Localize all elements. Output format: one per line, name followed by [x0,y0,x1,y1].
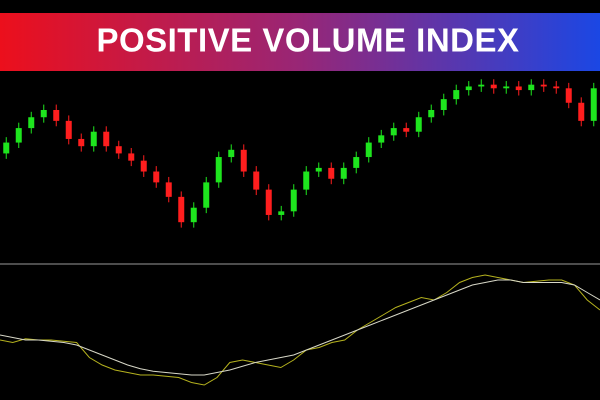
candle-body [103,131,110,147]
indicator-line [0,279,600,376]
candle-body [215,157,222,183]
candle-body [515,86,522,91]
candle-body [553,86,560,89]
candle-body [303,171,310,190]
candle-body [53,110,60,121]
indicator-line [0,274,600,386]
candle-body [428,110,435,118]
candle-body [78,138,85,147]
candle-body [390,128,397,136]
price-panel [3,79,597,228]
candle-body [65,120,72,139]
candle-body [178,196,185,223]
candle-body [403,128,410,132]
candle-body [3,142,10,154]
candle-body [40,110,47,118]
candle-body [28,117,35,129]
candle-body [465,86,472,91]
candle-body [290,189,297,212]
candle-body [503,86,510,89]
candle-body [253,171,260,190]
candle-body [340,167,347,179]
candle-body [115,146,122,154]
candle-body [578,102,585,121]
candle-body [378,135,385,143]
indicator-panel [0,274,600,386]
banner-title: POSITIVE VOLUME INDEX [96,22,519,59]
candle-body [278,211,285,215]
candle-body [265,189,272,215]
candle-body [590,88,597,121]
candle-body [365,142,372,158]
banner [0,13,600,71]
candle-body [440,99,447,110]
candle-body [128,153,135,161]
candle-body [315,167,322,172]
candle-body [565,88,572,103]
candle-body [478,84,485,87]
candle-body [153,171,160,183]
candle-body [528,84,535,91]
candle-body [190,207,197,223]
candle-body [453,90,460,100]
candle-body [140,160,147,172]
candle-body [415,117,422,132]
candle-body [228,149,235,158]
candle-body [203,182,210,208]
candle-body [165,182,172,197]
candle-body [240,149,247,172]
candle-body [90,131,97,147]
candle-body [490,84,497,89]
candle-body [540,84,547,87]
candle-body [15,128,22,143]
candle-body [328,167,335,179]
candle-body [353,157,360,168]
